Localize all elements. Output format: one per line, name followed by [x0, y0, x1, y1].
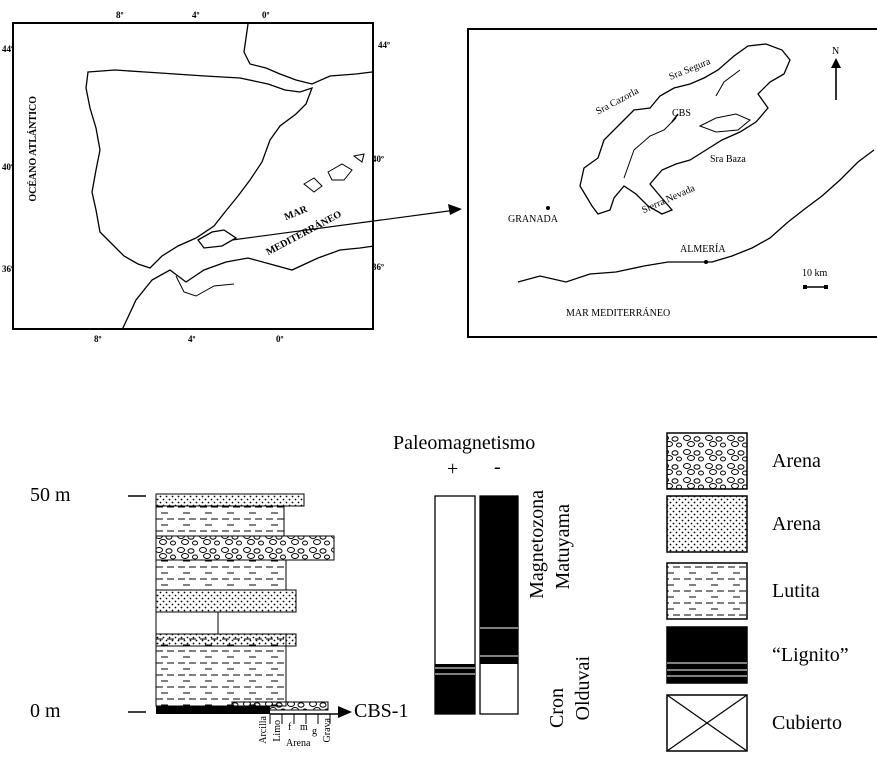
legend-box-sand — [666, 495, 748, 553]
grain-arcilla: Arcilla — [258, 716, 269, 744]
zone-bot-2: Olduvai — [572, 656, 594, 721]
baleares-2 — [327, 163, 353, 181]
almeria-label: ALMERÍA — [680, 244, 726, 255]
cbs-mark — [671, 113, 679, 123]
reverse-block-top — [480, 496, 518, 664]
scale-bottom-label: 0 m — [30, 700, 61, 722]
legend-box-lignite — [666, 626, 748, 684]
iberia-coastline — [85, 69, 314, 269]
left-tick-36: 36º — [2, 264, 14, 274]
baza-outline — [579, 43, 791, 215]
bed-lutite-1 — [155, 505, 285, 537]
bed-sand-mid — [155, 589, 297, 613]
north-arrow-head — [831, 58, 841, 68]
left-tick-44: 44º — [2, 44, 14, 54]
baza-inner-2 — [698, 113, 751, 133]
bed-sand-low — [155, 633, 297, 647]
baza-map-frame — [467, 28, 877, 338]
arrow-head — [448, 204, 462, 215]
almeria-dot — [704, 260, 708, 264]
bed-lutite-2 — [155, 559, 287, 591]
cbs-label: CBS — [672, 108, 691, 119]
granada-label: GRANADA — [508, 214, 558, 225]
right-tick-36: 36º — [372, 262, 384, 272]
grain-f: f — [288, 722, 292, 733]
legend-box-gravel — [666, 432, 748, 490]
bottom-tick-8: 8º — [94, 334, 102, 344]
study-area — [197, 229, 238, 249]
grain-limo: Limo — [272, 720, 283, 742]
right-tick-40: 40º — [372, 154, 384, 164]
cbs-section-label: CBS-1 — [354, 700, 409, 722]
top-tick-0: 0º — [262, 10, 270, 20]
scale-label: 10 km — [802, 268, 828, 279]
iberia-map-frame — [12, 22, 374, 330]
zone-top-2: Matuyama — [552, 504, 574, 590]
bed-covered — [155, 611, 219, 635]
legend-label-covered: Cubierto — [772, 712, 842, 734]
baza-inner-1 — [623, 117, 677, 179]
baza-label: Sra Baza — [710, 154, 746, 165]
legend-label-gravel: Arena — [772, 450, 821, 472]
zone-bot-1: Cron — [546, 688, 568, 728]
normal-block-bottom — [435, 664, 475, 714]
africa-coast — [121, 245, 375, 331]
sea-label: MAR MEDITERRÁNEO — [566, 308, 671, 319]
baleares-1 — [303, 177, 323, 193]
scale-top-label: 50 m — [30, 484, 71, 506]
left-tick-40: 40º — [2, 162, 14, 172]
cbs-arrow-head — [338, 706, 352, 718]
paleo-minus: - — [494, 456, 501, 478]
bottom-tick-0: 0º — [276, 334, 284, 344]
coast-south — [517, 149, 875, 283]
bottom-tick-4: 4º — [188, 334, 196, 344]
granada-dot — [546, 206, 550, 210]
top-tick-4: 4º — [192, 10, 200, 20]
baza-inner-3 — [715, 69, 741, 97]
bed-lignite — [156, 706, 270, 714]
legend-label-sand: Arena — [772, 513, 821, 535]
grain-g: g — [312, 726, 317, 737]
grain-m: m — [300, 722, 308, 733]
legend-label-lutite: Lutita — [772, 580, 820, 602]
africa-inner — [175, 275, 235, 297]
right-tick-44: 44º — [378, 40, 390, 50]
paleo-title: Paleomagnetismo — [393, 432, 536, 454]
paleo-plus: + — [447, 458, 459, 480]
grain-arena: Arena — [286, 738, 311, 749]
baleares-3 — [352, 153, 365, 163]
europe-coast — [243, 23, 373, 85]
legend-label-lignite: “Lignito” — [772, 644, 849, 666]
top-tick-8: 8º — [116, 10, 124, 20]
zone-top-1: Magnetozona — [526, 490, 548, 599]
north-label: N — [832, 46, 840, 57]
bed-gravel — [155, 535, 335, 561]
grain-grava: Grava — [322, 718, 333, 743]
bed-sand-top — [155, 493, 305, 507]
legend-box-lutite — [666, 562, 748, 620]
